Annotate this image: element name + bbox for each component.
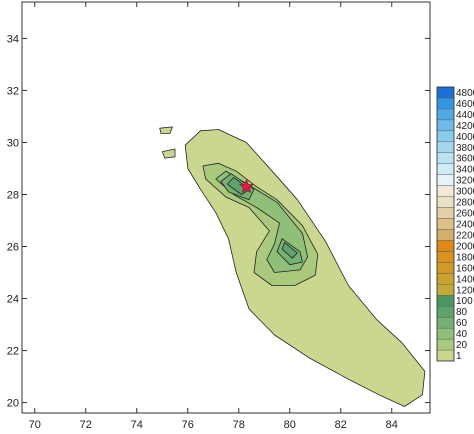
x-tick-label: 78: [233, 419, 245, 431]
colorbar-swatch: [436, 207, 455, 219]
epicenter-star-marker: [238, 178, 254, 194]
colorbar-swatch: [436, 174, 455, 186]
colorbar-swatch: [436, 86, 455, 99]
colorbar-swatch: [436, 251, 455, 263]
x-tick-label: 70: [29, 419, 41, 431]
colorbar-label: 4200: [456, 121, 474, 132]
colorbar-label: 2400: [456, 220, 474, 231]
colorbar-swatch: [436, 240, 455, 252]
colorbar-label: 60: [456, 318, 468, 329]
colorbar-label: 4800: [456, 88, 474, 99]
colorbar-swatch: [436, 97, 455, 110]
colorbar-swatch: [436, 119, 455, 132]
colorbar-swatch: [436, 218, 455, 230]
colorbar-label: 4000: [456, 132, 474, 143]
contour-island-north-2: [159, 126, 173, 134]
colorbar-swatch: [436, 185, 455, 197]
colorbar-label: 1400: [456, 274, 474, 285]
colorbar-label: 100: [456, 296, 473, 307]
colorbar-label: 40: [456, 329, 468, 340]
colorbar-label: 3600: [456, 154, 474, 165]
colorbar-label: 80: [456, 307, 468, 318]
colorbar-swatch: [436, 163, 455, 175]
y-tick-label: 30: [7, 137, 19, 149]
colorbar-label: 3200: [456, 176, 474, 187]
colorbar-label: 20: [456, 340, 468, 351]
colorbar-label: 2200: [456, 230, 474, 241]
y-tick-label: 22: [7, 346, 19, 358]
colorbar-swatch: [436, 295, 455, 307]
x-tick-label: 80: [284, 419, 296, 431]
colorbar-label: 2600: [456, 209, 474, 220]
plot-frame: [21, 1, 431, 414]
colorbar-label: 3800: [456, 143, 474, 154]
y-tick-label: 28: [7, 189, 19, 201]
contour-island-north: [161, 148, 176, 159]
y-tick-label: 26: [7, 242, 19, 254]
y-tick-label: 32: [7, 85, 19, 97]
epicenter-marker-layer: [238, 178, 254, 194]
colorbar-swatch: [436, 130, 455, 142]
colorbar-label: 4600: [456, 99, 474, 110]
x-tick-label: 72: [80, 419, 92, 431]
colorbar-label: 1800: [456, 252, 474, 263]
colorbar-swatch: [436, 349, 455, 362]
contour-regions: [159, 126, 426, 407]
colorbar-swatch: [436, 262, 455, 274]
colorbar-frame: [436, 86, 455, 362]
y-tick-label: 34: [7, 33, 19, 45]
colorbar-swatch: [436, 284, 455, 296]
colorbar-swatch: [436, 152, 455, 164]
colorbar-swatch: [436, 316, 455, 329]
colorbar-label: 3400: [456, 165, 474, 176]
colorbar-swatch: [436, 306, 455, 318]
colorbar-label: 1: [456, 351, 462, 362]
x-axis: 70 72 74 76 78 80 82 84: [29, 2, 398, 431]
y-axis: 20 22 24 26 28 30 32 34: [7, 33, 430, 410]
contour-region-80-south: [281, 242, 298, 259]
colorbar-label: 1600: [456, 263, 474, 274]
y-tick-label: 20: [7, 398, 19, 410]
colorbar-label: 1200: [456, 285, 474, 296]
colorbar-swatch: [436, 327, 455, 340]
colorbar-label: 2800: [456, 198, 474, 209]
colorbar-swatch: [436, 196, 455, 208]
colorbar-swatch: [436, 229, 455, 241]
colorbar-label: 4400: [456, 110, 474, 121]
x-tick-label: 74: [131, 419, 143, 431]
colorbar-label: 3000: [456, 187, 474, 198]
colorbar-swatch: [436, 141, 455, 153]
colorbar-label: 2000: [456, 241, 474, 252]
colorbar-swatch: [436, 338, 455, 351]
x-tick-label: 84: [386, 419, 398, 431]
x-tick-label: 82: [335, 419, 347, 431]
x-tick-label: 76: [182, 419, 194, 431]
colorbar-swatch: [436, 273, 455, 285]
y-tick-label: 24: [7, 294, 19, 306]
colorbar: 1204060801001200140016001800200022002400…: [436, 86, 474, 362]
colorbar-swatch: [436, 108, 455, 121]
